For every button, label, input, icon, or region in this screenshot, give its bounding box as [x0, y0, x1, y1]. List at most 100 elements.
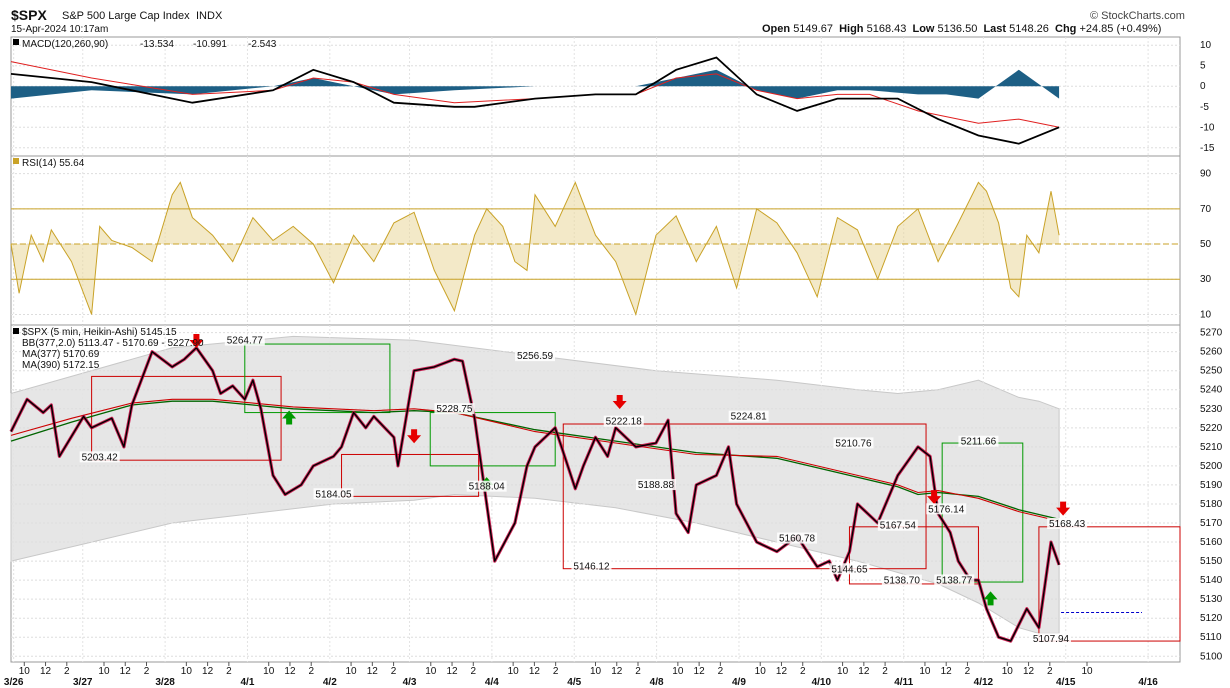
- price-ytick: 5230: [1200, 404, 1223, 415]
- x-tick-label: 2: [471, 666, 477, 677]
- x-date-label: 4/1: [241, 677, 255, 688]
- macd-legend-hist: -2.543: [248, 39, 277, 50]
- open-value: 5149.67: [793, 23, 833, 35]
- macd-ytick: 0: [1200, 81, 1206, 92]
- price-ytick: 5130: [1200, 594, 1223, 605]
- price-annotation: 5188.04: [469, 482, 506, 493]
- price-annotation-bg: [926, 503, 967, 515]
- low-label: Low: [912, 23, 935, 35]
- x-tick-label: 12: [941, 666, 953, 677]
- price-annotation-bg: [515, 350, 556, 362]
- price-ytick: 5190: [1200, 480, 1223, 491]
- x-tick-label: 10: [837, 666, 849, 677]
- macd-histogram: [11, 69, 1060, 99]
- price-ytick: 5100: [1200, 651, 1223, 662]
- x-date-label: 4/11: [894, 677, 913, 688]
- chg-label: Chg: [1055, 23, 1077, 35]
- price-annotation: 5188.88: [638, 480, 675, 491]
- price-annotation-bg: [603, 415, 644, 427]
- macd-line: [10, 56, 1060, 145]
- ma390-legend-label: MA(390) 5172.15: [22, 360, 100, 371]
- x-tick-label: 12: [776, 666, 788, 677]
- x-date-label: 4/2: [323, 677, 337, 688]
- price-ytick: 5260: [1200, 347, 1223, 358]
- x-tick-label: 12: [611, 666, 623, 677]
- price-annotation-bg: [224, 334, 265, 346]
- x-tick-label: 12: [120, 666, 132, 677]
- rsi-legend-swatch: [13, 158, 19, 164]
- rsi-ytick: 10: [1200, 309, 1212, 320]
- range-box-green: [244, 343, 391, 414]
- x-date-label: 4/9: [732, 677, 746, 688]
- price-annotation: 5256.59: [517, 351, 554, 362]
- macd-ytick: -5: [1200, 102, 1209, 113]
- ma377-legend-label: MA(377) 5170.69: [22, 349, 100, 360]
- x-tick-label: 10: [919, 666, 931, 677]
- range-box-red: [562, 423, 927, 570]
- price-annotation-bg: [466, 480, 507, 492]
- symbol-title: $SPX: [11, 7, 47, 23]
- price-annotation: 5160.78: [779, 534, 816, 545]
- watermark: © StockCharts.com: [1090, 10, 1185, 22]
- x-tick-label: 2: [965, 666, 971, 677]
- chart-header: $SPX S&P 500 Large Cap Index INDX 15-Apr…: [0, 0, 1230, 36]
- x-date-label: 4/5: [567, 677, 581, 688]
- macd-legend-swatch: [13, 39, 19, 45]
- x-date-label: 3/26: [4, 677, 24, 688]
- price-annotation-bg: [1031, 633, 1072, 645]
- x-date-label: 4/12: [974, 677, 994, 688]
- buy-arrow-icon: [282, 410, 297, 425]
- range-box-red: [1038, 526, 1181, 642]
- x-tick-label: 2: [391, 666, 397, 677]
- x-tick-label: 2: [718, 666, 724, 677]
- sell-arrow-icon: [1056, 501, 1071, 516]
- macd-ytick: -10: [1200, 122, 1215, 133]
- x-date-label: 4/8: [650, 677, 664, 688]
- x-tick-label: 10: [181, 666, 193, 677]
- range-box-red: [341, 453, 480, 497]
- price-legend-label: $SPX (5 min, Heikin-Ashi) 5145.15: [22, 327, 177, 338]
- range-box-green: [429, 412, 556, 467]
- range-box-red: [91, 375, 282, 461]
- price-annotation-bg: [313, 488, 354, 500]
- macd-legend-signal: -10.991: [193, 39, 227, 50]
- chart-datetime: 15-Apr-2024 10:17am: [11, 24, 109, 35]
- price-annotation-bg: [571, 560, 612, 572]
- x-tick-label: 12: [529, 666, 541, 677]
- x-date-label: 4/16: [1138, 677, 1158, 688]
- x-date-label: 3/28: [155, 677, 175, 688]
- macd-legend-value: -13.534: [140, 39, 174, 50]
- x-tick-label: 2: [882, 666, 888, 677]
- x-tick-label: 2: [64, 666, 70, 677]
- price-annotation: 5168.43: [1049, 519, 1086, 530]
- price-legend-swatch: [13, 328, 19, 334]
- x-tick-label: 10: [98, 666, 110, 677]
- price-ytick: 5110: [1200, 632, 1222, 643]
- price-annotation: 5176.14: [928, 504, 965, 515]
- price-annotation-bg: [728, 410, 769, 422]
- rsi-ytick: 90: [1200, 169, 1212, 180]
- x-tick-label: 10: [590, 666, 602, 677]
- price-annotation: 5264.77: [227, 336, 264, 347]
- price-annotation-bg: [79, 451, 120, 463]
- rsi-legend-label: RSI(14) 55.64: [22, 158, 85, 169]
- x-tick-label: 12: [858, 666, 870, 677]
- x-tick-label: 10: [508, 666, 520, 677]
- x-tick-label: 2: [800, 666, 806, 677]
- x-tick-label: 12: [694, 666, 706, 677]
- ma390-line: [10, 400, 1060, 520]
- index-name: S&P 500 Large Cap Index: [62, 10, 190, 22]
- price-ytick: 5150: [1200, 556, 1223, 567]
- rsi-ytick: 50: [1200, 239, 1212, 250]
- price-ytick: 5210: [1200, 442, 1223, 453]
- x-date-label: 4/10: [812, 677, 832, 688]
- price-annotation: 5107.94: [1033, 634, 1070, 645]
- x-tick-label: 2: [226, 666, 232, 677]
- price-annotation-bg: [434, 403, 475, 415]
- x-tick-label: 12: [367, 666, 379, 677]
- sell-arrow-icon: [927, 490, 942, 505]
- price-annotation-bg: [833, 437, 874, 449]
- price-annotation: 5146.12: [573, 561, 610, 572]
- x-tick-label: 2: [144, 666, 150, 677]
